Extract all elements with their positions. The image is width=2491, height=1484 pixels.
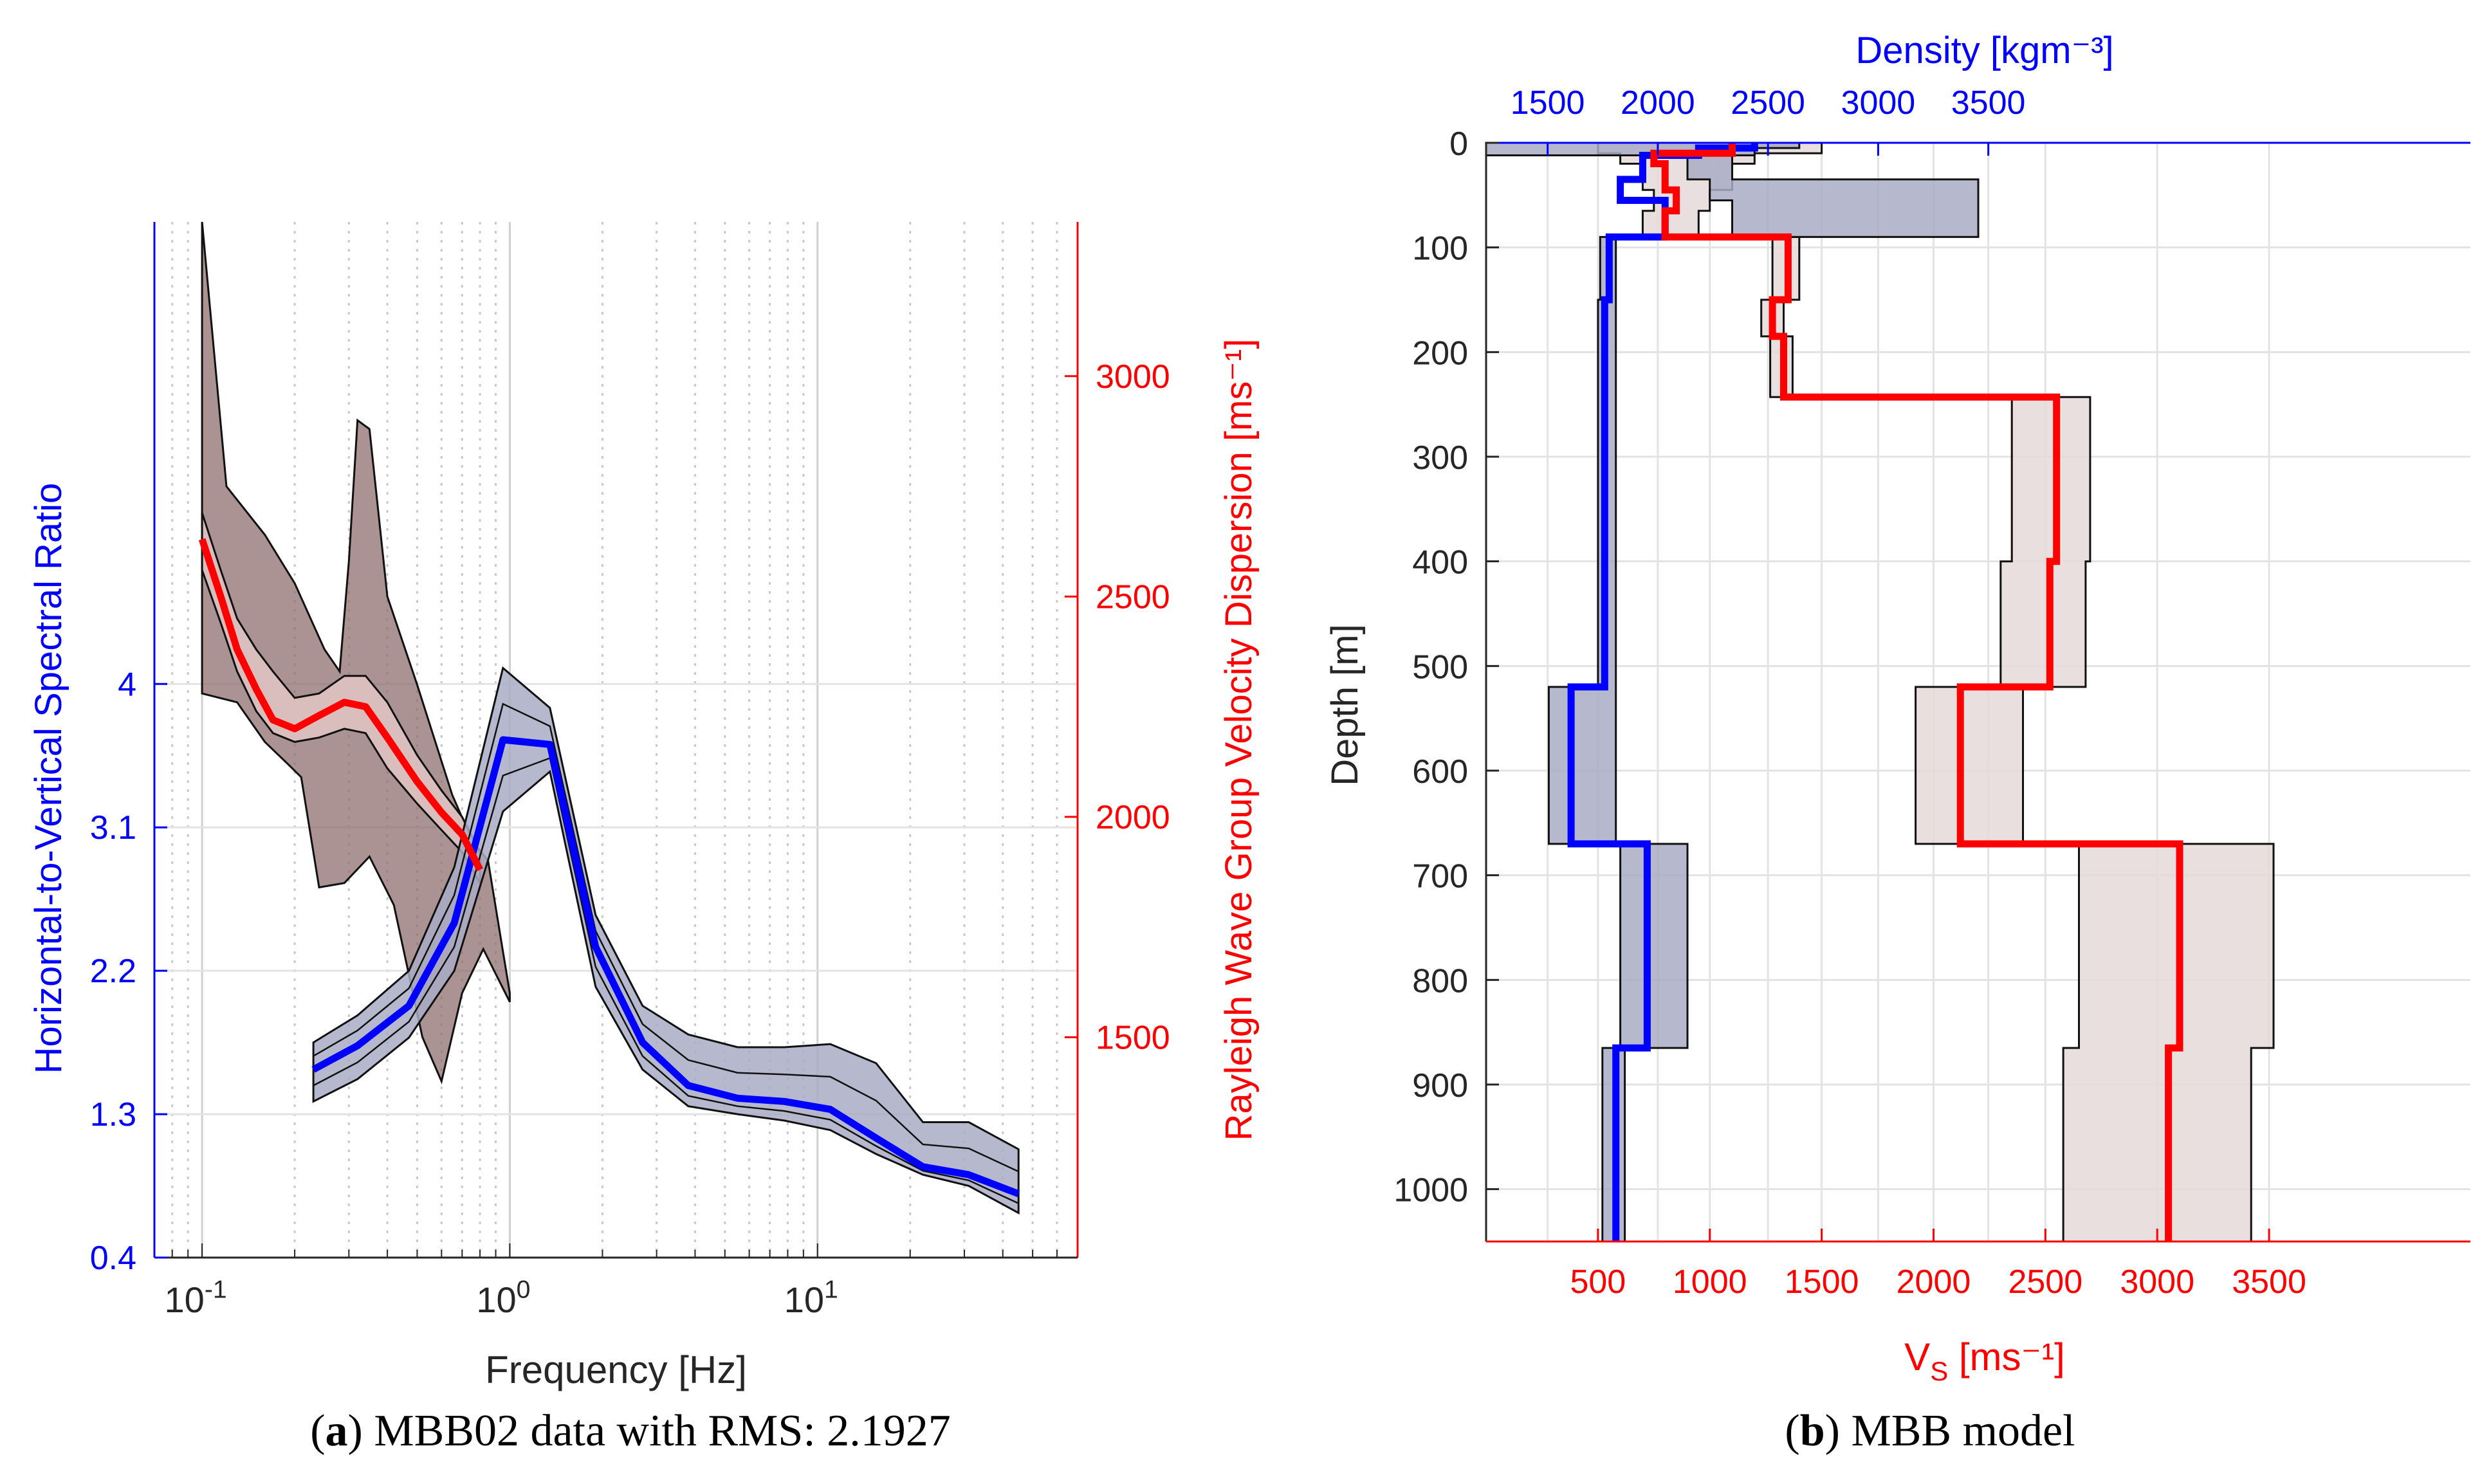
y-tick-label: 3.1 <box>90 809 136 847</box>
panel-a-chart: 0.4 1.3 2.2 3.1 4 1500 2000 2500 3000 10-1 100 101 F… <box>28 221 1260 1391</box>
x-axis-label: Frequency [Hz] <box>485 1348 747 1391</box>
y-tick-label: 200 <box>1412 334 1468 372</box>
panel-b-chart: 0 100 200 300 400 500 600 700 800 900 1000 500 1000 1… <box>1324 30 2470 1386</box>
x-tick-label: 101 <box>784 1276 838 1320</box>
y2-axis-label: Rayleigh Wave Group Velocity Dispersion … <box>1218 339 1260 1141</box>
y-tick-label: 500 <box>1412 648 1468 686</box>
bottom-x-tick-label: 1500 <box>1785 1263 1859 1301</box>
top-x-tick-label: 3000 <box>1841 84 1916 122</box>
density-uncertainty-band <box>1485 142 1980 1243</box>
bottom-x-tick-label: 2500 <box>2008 1263 2082 1301</box>
hv-ratio-band-edge <box>313 756 1019 1204</box>
y-tick-label: 900 <box>1412 1067 1468 1104</box>
y-tick-label: 1000 <box>1393 1172 1468 1209</box>
x-tick-label: 100 <box>476 1276 530 1320</box>
y2-tick-label: 2500 <box>1096 578 1170 616</box>
dispersion-mean-line <box>198 538 484 872</box>
y2-tick-label: 3000 <box>1096 358 1170 396</box>
vs-profile-line <box>1650 143 2183 1241</box>
y-axis-label: Horizontal-to-Vertical Spectral Ratio <box>28 483 69 1074</box>
top-axis-label: Density [kgm⁻³] <box>1855 30 2113 71</box>
vs-uncertainty-band <box>1597 142 2275 1243</box>
x-tick-label: 10-1 <box>165 1276 227 1320</box>
y-tick-label: 2.2 <box>90 953 136 990</box>
top-x-tick-label: 2500 <box>1731 84 1805 122</box>
bottom-x-tick-label: 500 <box>1570 1263 1626 1301</box>
y2-tick-label: 1500 <box>1096 1019 1170 1056</box>
bottom-axis-label: VS [ms⁻¹] <box>1904 1335 2065 1386</box>
y-tick-label: 0.4 <box>90 1240 136 1277</box>
hv-ratio-band <box>312 666 1020 1215</box>
caption-b: (b) MBB model <box>1785 1406 2075 1456</box>
caption-a: (a) MBB02 data with RMS: 2.1927 <box>310 1406 951 1456</box>
y2-tick-label: 2000 <box>1096 799 1170 836</box>
dispersion-outer-band <box>201 221 511 1085</box>
top-x-tick-label: 1500 <box>1511 84 1585 122</box>
hv-ratio-mean-line <box>311 736 1020 1198</box>
bottom-x-tick-label: 3500 <box>2232 1263 2306 1301</box>
y-tick-label: 700 <box>1412 858 1468 895</box>
y-axis-label: Depth [m] <box>1324 624 1366 785</box>
y-tick-label: 800 <box>1412 962 1468 1000</box>
hv-ratio-band-edge <box>313 702 1019 1173</box>
y-tick-label: 600 <box>1412 753 1468 791</box>
y-tick-label: 0 <box>1449 125 1468 163</box>
y-tick-label: 1.3 <box>90 1096 136 1133</box>
y-tick-label: 4 <box>118 666 136 703</box>
y-tick-label: 100 <box>1412 230 1468 268</box>
top-x-tick-label: 2000 <box>1621 84 1695 122</box>
top-x-tick-label: 3500 <box>1951 84 2026 122</box>
y-tick-label: 300 <box>1412 439 1468 477</box>
bottom-x-tick-label: 2000 <box>1897 1263 1971 1301</box>
bottom-x-tick-label: 1000 <box>1673 1263 1747 1301</box>
y-tick-label: 400 <box>1412 544 1468 582</box>
bottom-x-tick-label: 3000 <box>2120 1263 2194 1301</box>
